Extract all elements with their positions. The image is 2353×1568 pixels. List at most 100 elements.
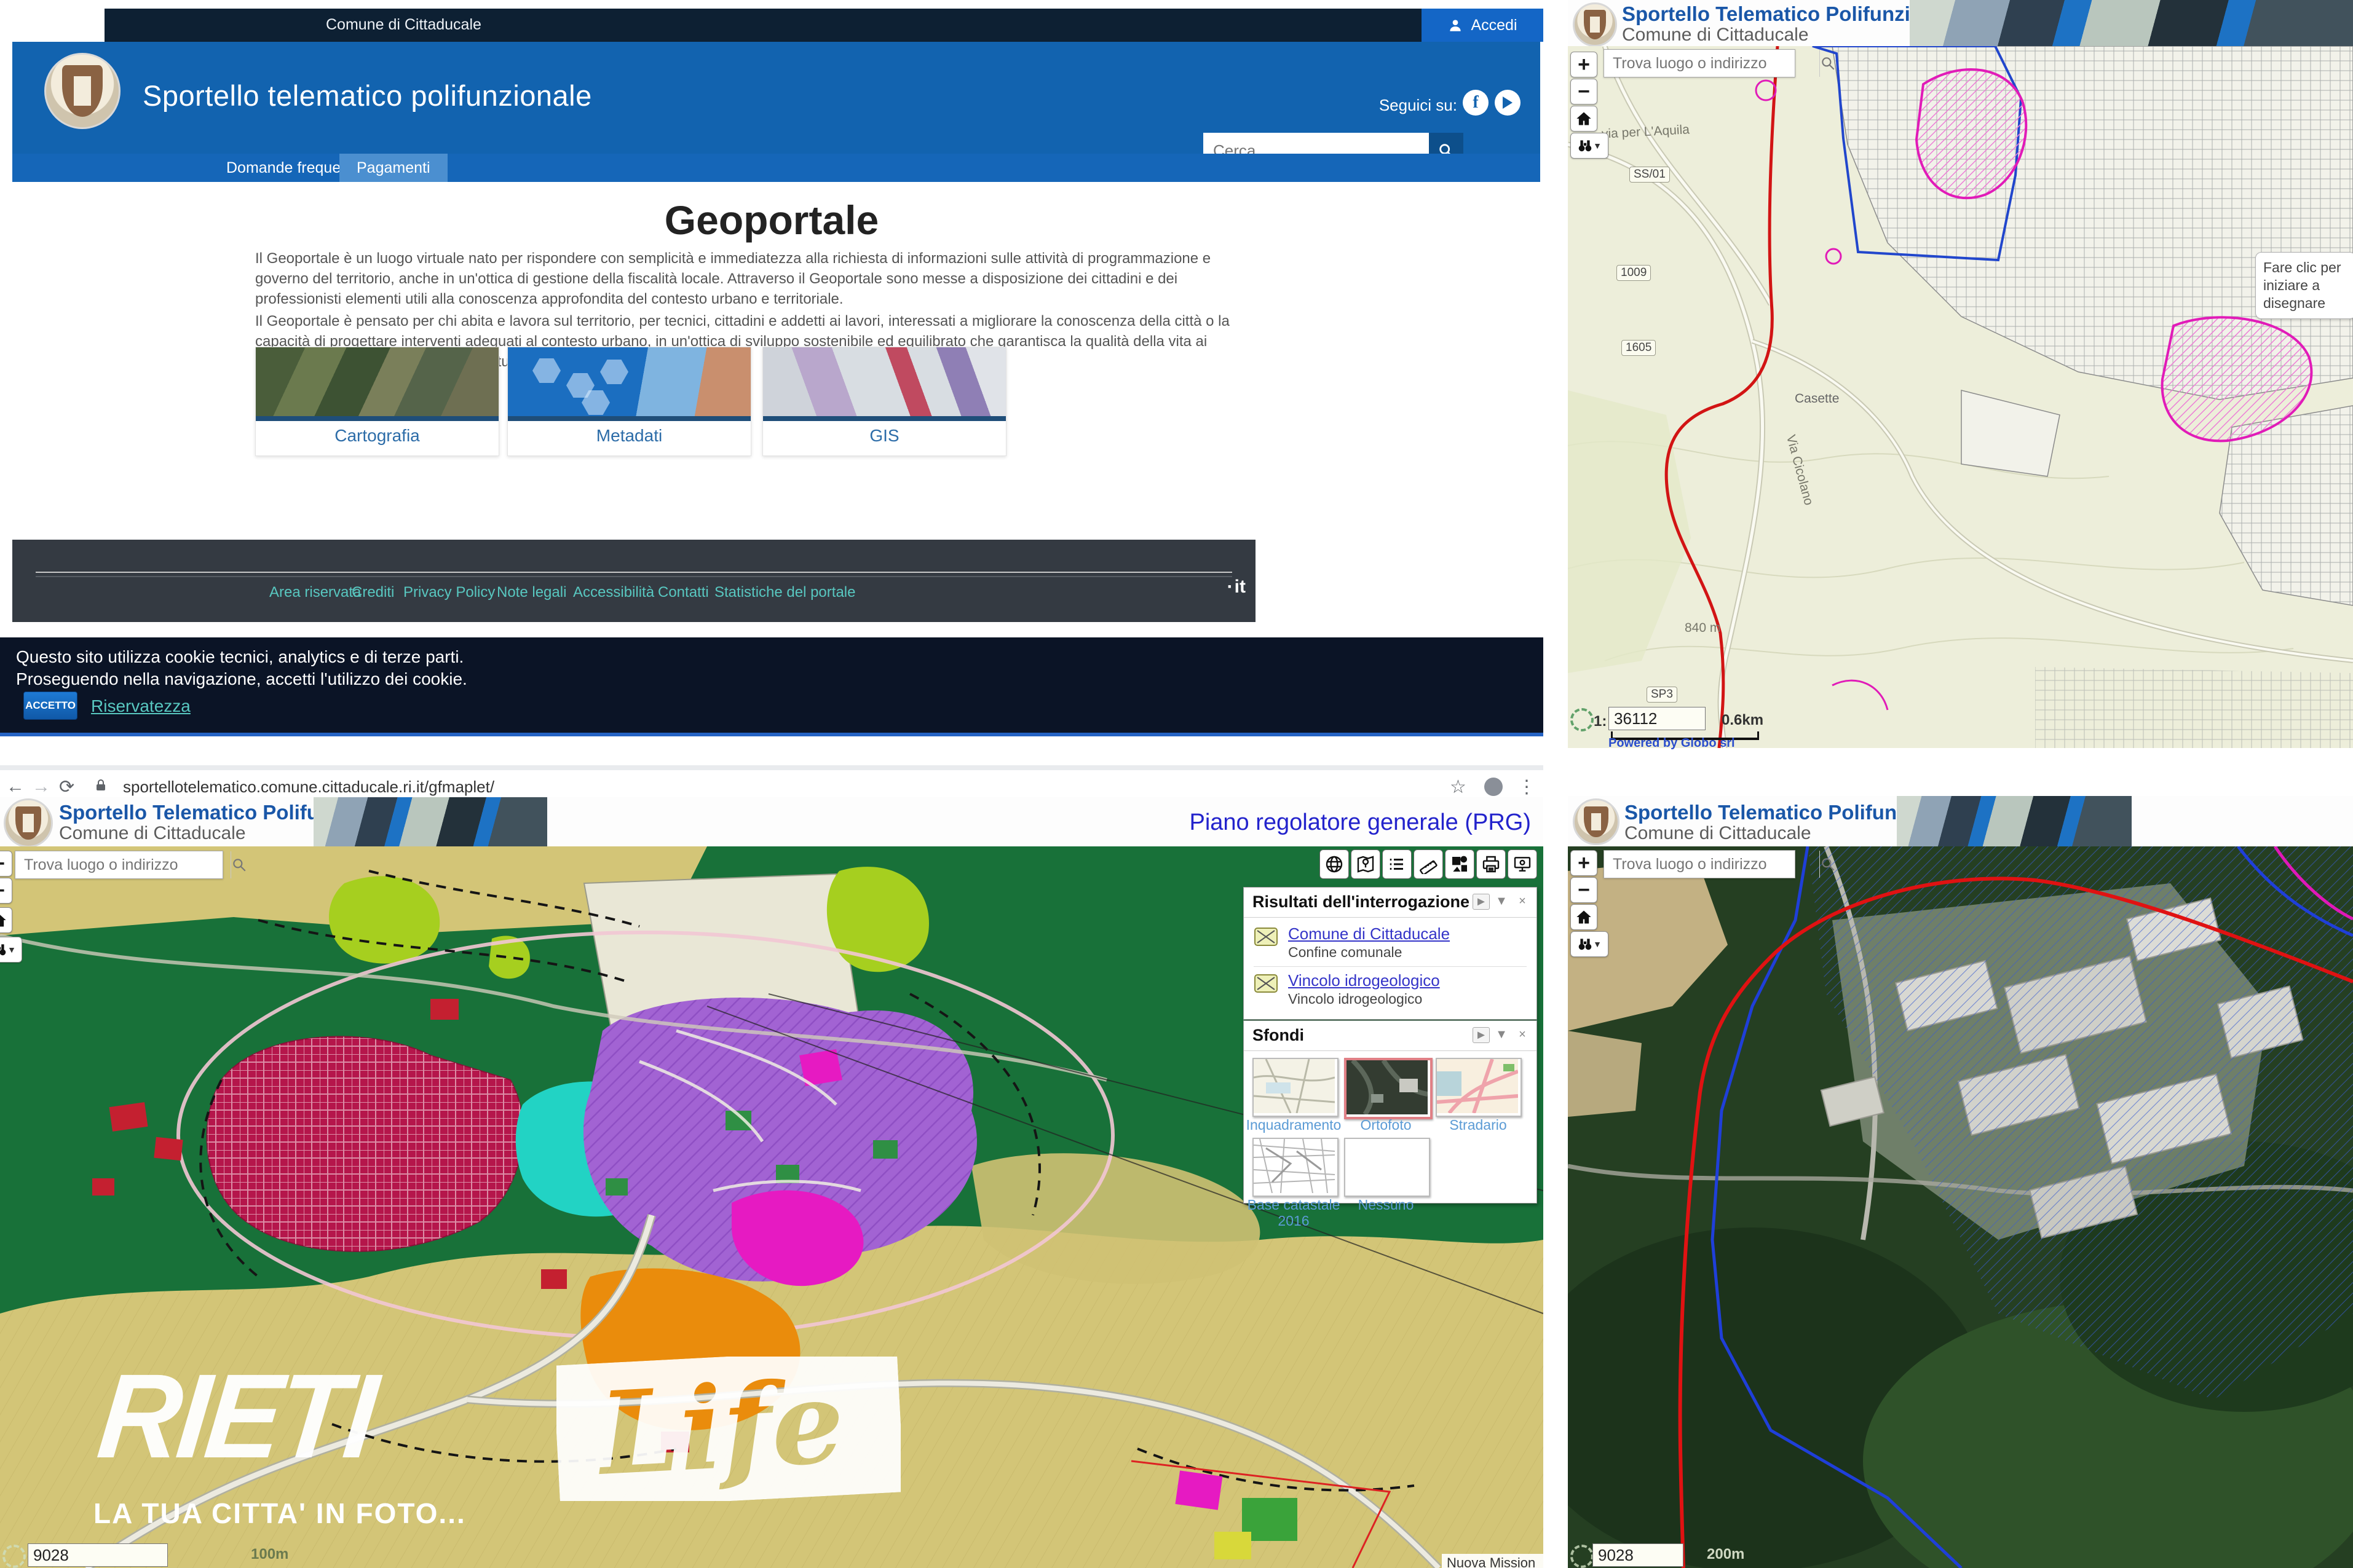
basemap-label[interactable]: Nessuno bbox=[1358, 1197, 1414, 1213]
result-link[interactable]: Vincolo idrogeologico bbox=[1288, 971, 1440, 990]
bookmark-star-icon[interactable]: ☆ bbox=[1450, 777, 1466, 797]
topo-map-canvas[interactable]: 1009 1605 via per L'Aquila SS/01 Casette… bbox=[1568, 46, 2353, 748]
legend-list-icon[interactable] bbox=[1382, 849, 1412, 879]
header-photo bbox=[314, 797, 547, 846]
zoom-in-button[interactable]: + bbox=[1570, 52, 1597, 77]
footer-link[interactable]: Contatti bbox=[658, 584, 709, 601]
basemap-ortofoto[interactable] bbox=[1344, 1058, 1433, 1119]
reload-button[interactable]: ⟳ bbox=[59, 777, 75, 797]
card-cartografia[interactable]: Cartografia bbox=[255, 347, 499, 456]
search-icon[interactable] bbox=[1819, 851, 1836, 878]
collapse-icon[interactable]: ▼ bbox=[1495, 894, 1508, 908]
dock-icon[interactable]: ► bbox=[1473, 894, 1490, 910]
zoom-out-button[interactable]: − bbox=[0, 878, 12, 904]
close-icon[interactable]: × bbox=[1519, 1027, 1526, 1041]
it-logo: it bbox=[1227, 577, 1246, 597]
basemap-stradario[interactable] bbox=[1436, 1058, 1522, 1117]
place-label: Casette bbox=[1795, 392, 1840, 406]
close-icon[interactable]: × bbox=[1519, 894, 1526, 908]
metadati-thumbnail bbox=[508, 347, 751, 416]
road-ref-label: SP3 bbox=[1647, 687, 1677, 703]
login-button[interactable]: Accedi bbox=[1422, 9, 1543, 42]
footer-link[interactable]: Accessibilità bbox=[573, 584, 655, 601]
basemap-label[interactable]: Base catastale 2016 bbox=[1247, 1197, 1340, 1229]
map-location-icon[interactable] bbox=[1351, 849, 1380, 879]
card-gis[interactable]: GIS bbox=[762, 347, 1006, 456]
screen-capture-icon[interactable] bbox=[1508, 849, 1537, 879]
footer-link[interactable]: Crediti bbox=[352, 584, 395, 601]
print-icon[interactable] bbox=[1476, 849, 1506, 879]
browser-toolbar: ← → ⟳ sportellotelematico.comune.cittadu… bbox=[0, 765, 1543, 803]
powered-by[interactable]: Powered by Globo srl bbox=[1608, 736, 1735, 750]
satellite-map-canvas[interactable] bbox=[1568, 846, 2353, 1568]
footer-link[interactable]: Privacy Policy bbox=[403, 584, 496, 601]
find-tools-button[interactable]: ▼ bbox=[1570, 931, 1608, 957]
scale-input[interactable] bbox=[1592, 1543, 1683, 1567]
header-photo bbox=[1897, 796, 2132, 846]
home-button[interactable] bbox=[0, 907, 12, 933]
browser-menu-icon[interactable]: ⋮ bbox=[1517, 777, 1536, 797]
result-link[interactable]: Comune di Cittaducale bbox=[1288, 924, 1450, 943]
scalebar-label: 200m bbox=[1707, 1546, 1745, 1562]
cookie-text-2: Proseguendo nella navigazione, accetti l… bbox=[16, 669, 467, 688]
dock-icon[interactable]: ► bbox=[1473, 1027, 1490, 1043]
privacy-link[interactable]: Riservatezza bbox=[91, 696, 191, 715]
basemap-label[interactable]: Inquadramento bbox=[1246, 1117, 1342, 1133]
basemap-gallery-icon[interactable] bbox=[1445, 849, 1474, 879]
find-tools-button[interactable]: ▼ bbox=[1570, 133, 1608, 159]
footer-link[interactable]: Note legali bbox=[497, 584, 567, 601]
watermark-tagline: LA TUA CITTA' IN FOTO... bbox=[93, 1497, 466, 1529]
basemap-label[interactable]: Stradario bbox=[1449, 1117, 1507, 1133]
profile-avatar[interactable] bbox=[1484, 778, 1503, 796]
watermark-word-rieti: RIETI bbox=[92, 1349, 381, 1483]
scale-input[interactable] bbox=[1608, 707, 1706, 730]
globe-icon[interactable] bbox=[1319, 849, 1349, 879]
facebook-icon[interactable] bbox=[1463, 90, 1489, 116]
nav-item-domande-frequenti[interactable]: Domande frequenti bbox=[226, 159, 357, 176]
nav-item-pagamenti[interactable]: Pagamenti bbox=[339, 154, 448, 182]
viewer-header: Sportello Telematico Polifunzionale Comu… bbox=[0, 797, 1543, 848]
forward-button[interactable]: → bbox=[32, 776, 50, 797]
address-bar[interactable]: sportellotelematico.comune.cittaducale.r… bbox=[123, 778, 495, 796]
cookie-accept-button[interactable]: ACCETTO bbox=[23, 691, 77, 720]
zoom-out-button[interactable]: − bbox=[1570, 79, 1597, 104]
basemap-inquadramento[interactable] bbox=[1252, 1058, 1339, 1117]
search-icon[interactable] bbox=[231, 851, 247, 878]
viewer-subtitle: Comune di Cittaducale bbox=[1622, 25, 1809, 45]
map-search-input[interactable] bbox=[15, 851, 231, 878]
feature-polygon-icon bbox=[1254, 974, 1278, 993]
map-ref-label: 1605 bbox=[1621, 340, 1656, 356]
footer-link[interactable]: Statistiche del portale bbox=[714, 584, 856, 601]
card-metadati[interactable]: Metadati bbox=[507, 347, 751, 456]
basemap-catastale[interactable] bbox=[1252, 1138, 1339, 1197]
home-button[interactable] bbox=[1570, 106, 1597, 132]
map-attribution: Nuova Mission bbox=[1442, 1554, 1545, 1568]
scalebar-label: 0.6km bbox=[1722, 712, 1764, 728]
page-title: Geoportale bbox=[664, 197, 879, 243]
back-button[interactable]: ← bbox=[6, 776, 25, 797]
satellite-map-graphic bbox=[1568, 846, 2353, 1568]
ruler-icon[interactable] bbox=[1414, 849, 1443, 879]
padlock-icon[interactable] bbox=[93, 778, 108, 794]
youtube-icon[interactable] bbox=[1495, 90, 1521, 116]
zoom-in-button[interactable]: + bbox=[1570, 850, 1597, 876]
map-search-input[interactable] bbox=[1604, 50, 1819, 77]
collapse-icon[interactable]: ▼ bbox=[1495, 1027, 1508, 1041]
municipality-logo[interactable] bbox=[44, 53, 121, 129]
site-header: Sportello telematico polifunzionale Segu… bbox=[12, 42, 1540, 168]
scale-input[interactable] bbox=[28, 1543, 168, 1567]
home-button[interactable] bbox=[1570, 904, 1597, 930]
basemap-label[interactable]: Ortofoto bbox=[1360, 1117, 1412, 1133]
footer-link[interactable]: Area riservata bbox=[269, 584, 362, 601]
search-icon[interactable] bbox=[1819, 50, 1836, 77]
binoculars-icon bbox=[1578, 939, 1592, 950]
find-tools-button[interactable]: ▼ bbox=[0, 937, 22, 963]
main-nav: Domande frequenti Pagamenti bbox=[12, 154, 1540, 182]
header-photo bbox=[1910, 0, 2353, 46]
zoom-out-button[interactable]: − bbox=[1570, 877, 1597, 903]
map-search-input[interactable] bbox=[1604, 851, 1819, 878]
prg-map-canvas[interactable]: RIETI Life LA TUA CITTA' IN FOTO... bbox=[0, 846, 1543, 1568]
basemap-nessuno[interactable] bbox=[1344, 1138, 1430, 1197]
zoom-in-button[interactable]: + bbox=[0, 851, 12, 877]
road-ref-label: SS/01 bbox=[1629, 167, 1670, 183]
